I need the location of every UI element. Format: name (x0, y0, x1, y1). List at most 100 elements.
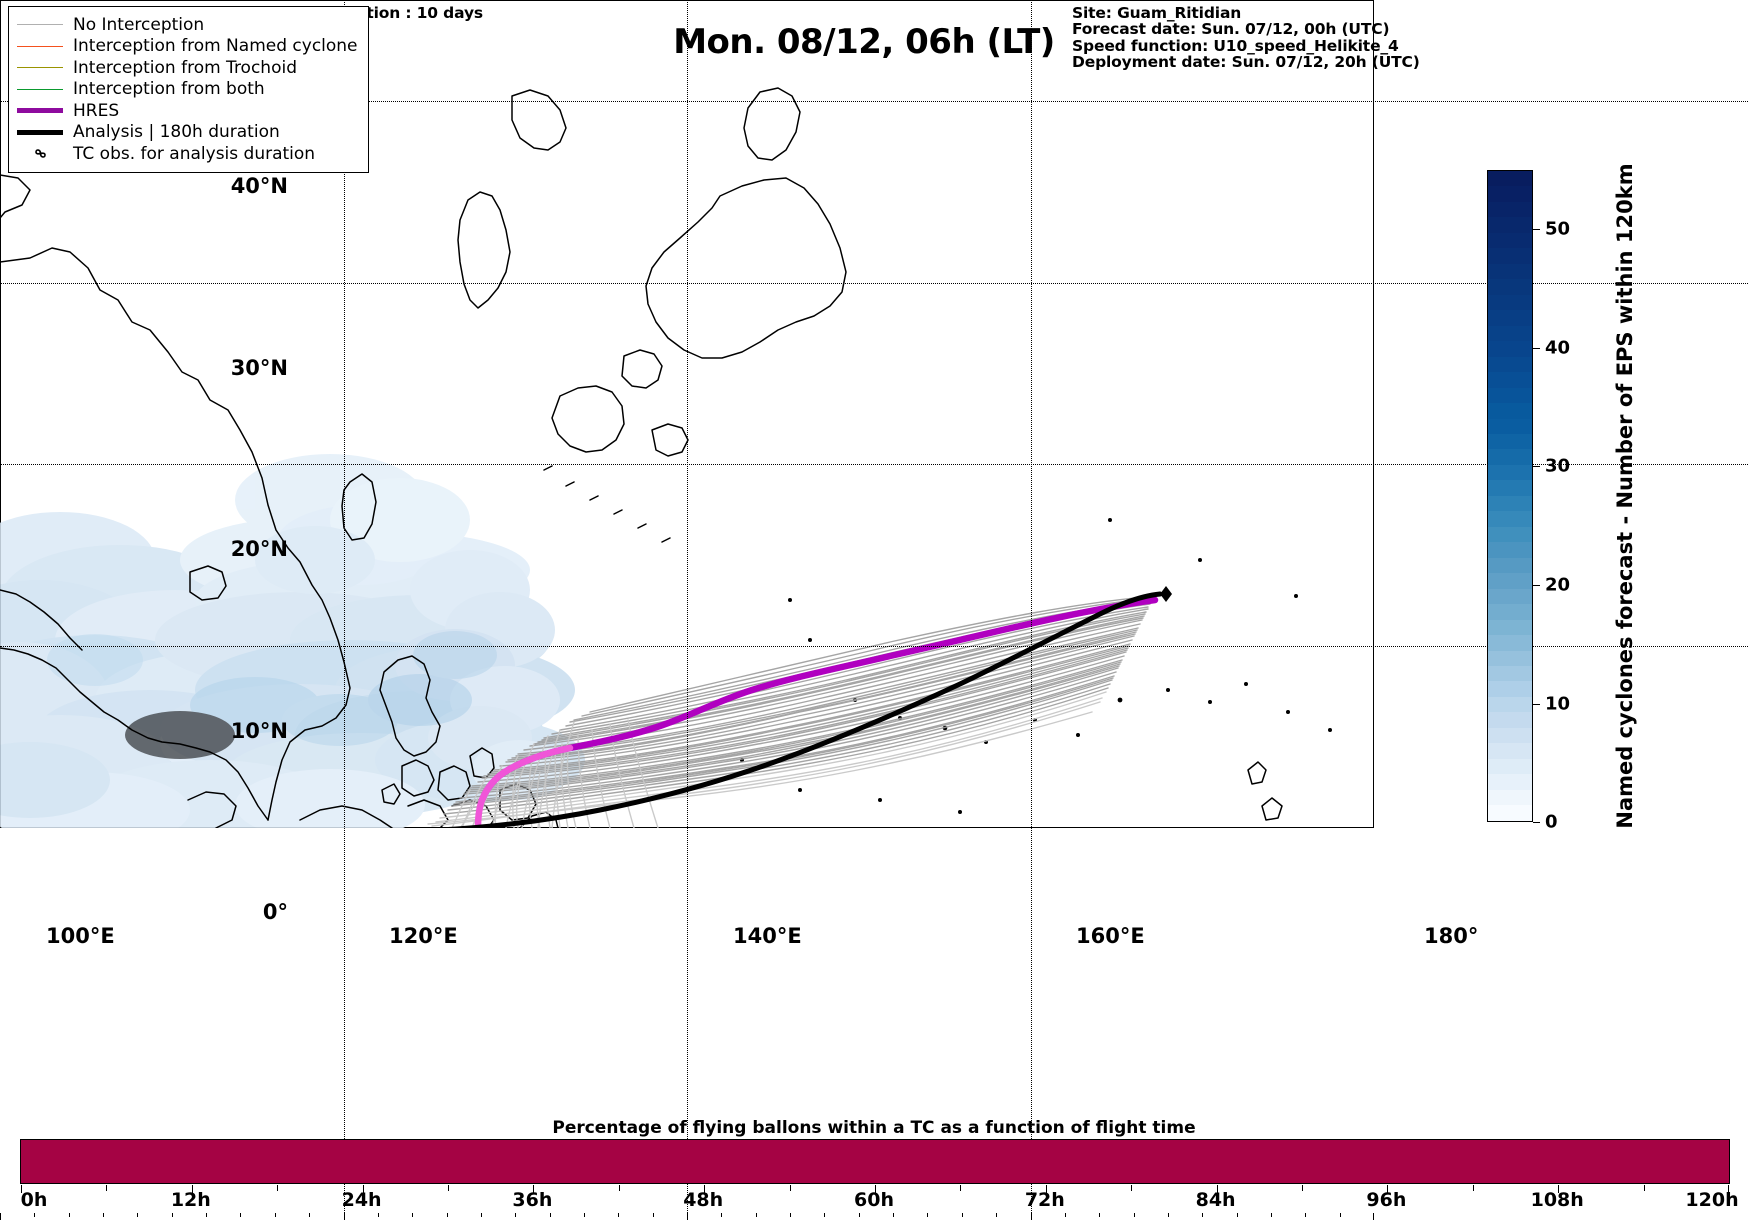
legend-label: HRES (73, 100, 120, 121)
progress-tick-minor (618, 1185, 620, 1191)
progress-caption-text: Percentage of flying ballons within a TC… (552, 1118, 1196, 1138)
progress-tick-minor (789, 1185, 791, 1191)
gridline-30N (0, 283, 1748, 284)
colorbar-segment (1488, 449, 1532, 465)
cyclone-icon (17, 146, 63, 161)
colorbar[interactable]: 50 40 30 20 10 0 (1487, 170, 1570, 833)
progress-tick-label: 60h (854, 1189, 894, 1211)
page-title: Mon. 08/12, 06h (LT) (0, 22, 1748, 62)
progress-tick-minor (1131, 1185, 1133, 1191)
progress-tick-label: 72h (1024, 1189, 1065, 1211)
xtick-label-160E: 160°E (1076, 924, 1145, 948)
legend-item-analysis: Analysis | 180h duration (17, 122, 358, 144)
cbtick-label-40: 40 (1545, 337, 1571, 359)
ytick-label-30N: 30°N (230, 356, 288, 380)
colorbar-segment (1488, 310, 1532, 326)
cbtick-50 (1533, 229, 1540, 231)
colorbar-segment (1488, 341, 1532, 357)
ytick-label-0: 0° (262, 900, 288, 924)
progress-tick (533, 1185, 535, 1193)
gridline-10N (0, 646, 1748, 647)
legend-label: Interception from Named cyclone (73, 36, 358, 57)
legend-item-tc-obs: TC obs. for analysis duration (17, 143, 358, 165)
line-swatch (17, 45, 63, 47)
progress-tick-minor (1472, 1185, 1474, 1191)
colorbar-segment (1488, 526, 1532, 543)
colorbar-segment (1488, 789, 1532, 806)
line-swatch (17, 129, 63, 135)
colorbar-segment (1488, 774, 1532, 790)
progress-tick-minor (277, 1185, 279, 1191)
colorbar-segment (1488, 464, 1532, 481)
gridline-160E (1030, 0, 1032, 1213)
colorbar-segment (1488, 201, 1532, 218)
progress-bar-fill (21, 1140, 1729, 1183)
colorbar-segment (1488, 294, 1532, 311)
map-legend[interactable]: No Interception Interception from Named … (8, 6, 369, 173)
progress-tick (21, 1185, 22, 1193)
speed-function-label: Speed function: U10_speed_Helikite_4 (1072, 36, 1399, 55)
colorbar-segment (1488, 588, 1532, 605)
legend-label: Interception from both (73, 79, 265, 100)
cbtick-40 (1533, 347, 1540, 349)
progress-tick (704, 1185, 706, 1193)
colorbar-segment (1488, 480, 1532, 496)
colorbar-segment (1488, 681, 1532, 697)
deployment-date-label: Deployment date: Sun. 07/12, 20h (UTC) (1072, 53, 1420, 72)
colorbar-segment (1488, 372, 1532, 388)
progress-tick-minor (1643, 1185, 1645, 1191)
progress-tick-label: 24h (341, 1189, 382, 1211)
colorbar-segment (1488, 635, 1532, 651)
legend-item-named-cyclone: Interception from Named cyclone (17, 36, 358, 58)
progress-tick-minor (1302, 1185, 1303, 1191)
progress-tick-label: 84h (1195, 1189, 1236, 1211)
legend-label: Interception from Trochoid (73, 57, 297, 78)
progress-tick (191, 1185, 193, 1193)
cbtick-label-10: 10 (1545, 693, 1571, 714)
colorbar-segment (1488, 727, 1532, 744)
map-canvas (0, 87, 1332, 828)
progress-tick-label: 0h (20, 1189, 48, 1211)
xtick-label-120E: 120°E (389, 924, 458, 948)
progress-tick-minor (960, 1185, 962, 1191)
progress-tick-label: 48h (683, 1189, 724, 1211)
progress-tick-label: 12h (170, 1189, 211, 1211)
progress-tick (1045, 1185, 1047, 1193)
page-title-text: Mon. 08/12, 06h (LT) (673, 22, 1055, 62)
progress-bar-axes[interactable] (20, 1139, 1730, 1193)
colorbar-segment (1488, 650, 1532, 666)
ytick-label-20N: 20°N (230, 537, 288, 561)
cbtick-label-20: 20 (1545, 574, 1571, 596)
progress-tick-label: 96h (1366, 1189, 1407, 1211)
hres-trajectory (474, 596, 1159, 828)
colorbar-segment (1488, 232, 1532, 249)
colorbar-segment (1488, 248, 1532, 264)
colorbar-segment (1488, 557, 1532, 574)
progress-tick-label: 120h (1685, 1189, 1739, 1211)
colorbar-segment (1488, 217, 1532, 233)
ytick-label-10N: 10°N (230, 719, 288, 743)
colorbar-segment (1488, 356, 1532, 373)
line-swatch (17, 108, 63, 114)
ytick-label-40N: 40°N (230, 174, 288, 198)
forecast-date-label: Forecast date: Sun. 07/12, 00h (UTC) (1072, 20, 1390, 39)
legend-item-trochoid: Interception from Trochoid (17, 57, 358, 79)
colorbar-segment (1488, 573, 1532, 589)
colorbar-segment (1488, 387, 1532, 404)
progress-tick-label: 108h (1530, 1189, 1584, 1211)
colorbar-segment (1488, 511, 1532, 527)
colorbar-segment (1488, 279, 1532, 295)
cbtick-0 (1533, 822, 1540, 823)
tc-density-shading (0, 454, 585, 828)
colorbar-segment (1488, 403, 1532, 419)
colorbar-segment (1488, 604, 1532, 620)
cbtick-label-30: 30 (1545, 455, 1571, 477)
progress-tick-minor (106, 1185, 108, 1191)
colorbar-segment (1488, 495, 1532, 512)
analysis-trajectory (438, 586, 1172, 828)
line-swatch (17, 24, 63, 26)
line-swatch (17, 67, 63, 69)
colorbar-segment (1488, 325, 1532, 342)
line-swatch (17, 88, 63, 90)
colorbar-segment (1488, 666, 1532, 682)
